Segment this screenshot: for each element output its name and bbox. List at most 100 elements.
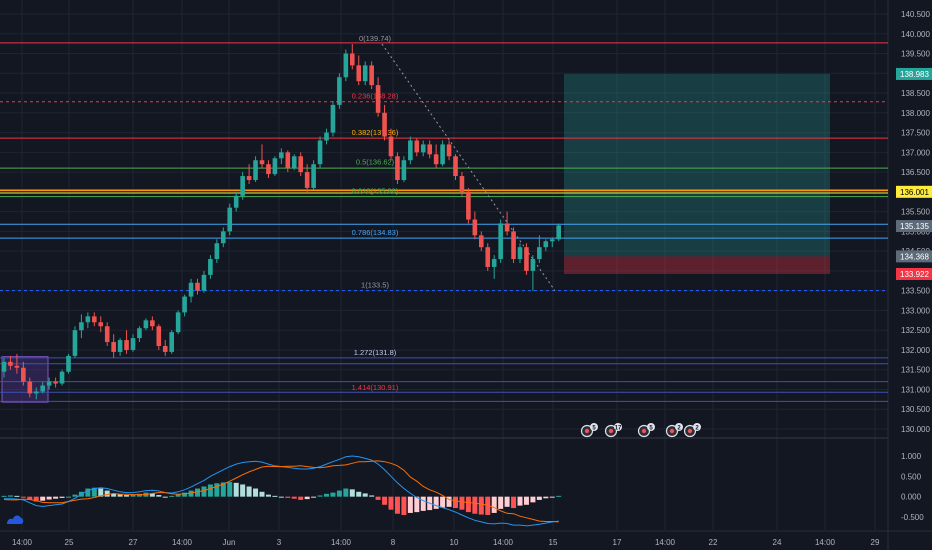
time-tick-label: 25 bbox=[65, 538, 74, 547]
macd-histogram-bar bbox=[478, 496, 484, 515]
macd-histogram-bar bbox=[440, 496, 446, 508]
macd-histogram-bar bbox=[498, 496, 504, 509]
candle-body bbox=[1, 361, 7, 372]
time-tick-label: 27 bbox=[129, 538, 138, 547]
macd-tick-label: -0.500 bbox=[901, 513, 924, 522]
price-label: 135.135 bbox=[900, 222, 929, 231]
candle-body bbox=[21, 367, 26, 382]
macd-histogram-bar bbox=[162, 496, 168, 498]
price-tick-label: 140.500 bbox=[901, 10, 930, 19]
macd-histogram-bar bbox=[369, 495, 375, 497]
candle-body bbox=[98, 322, 104, 327]
event-badge-count-bg bbox=[590, 423, 598, 431]
time-tick-label: 14:00 bbox=[331, 538, 352, 547]
fib-level-label: 0.382(137.36) bbox=[352, 128, 399, 137]
macd-histogram-bar bbox=[407, 496, 413, 513]
event-badge[interactable]: 5 bbox=[637, 423, 656, 438]
candle-body bbox=[33, 391, 39, 394]
candle-body bbox=[511, 231, 516, 260]
event-badge-flag bbox=[669, 428, 675, 434]
event-badge[interactable]: 17 bbox=[604, 423, 623, 438]
macd-histogram-bar bbox=[343, 488, 349, 497]
macd-histogram-bar bbox=[453, 496, 458, 509]
candle-body bbox=[549, 239, 555, 242]
macd-histogram-bar bbox=[201, 486, 207, 497]
macd-histogram-bar bbox=[272, 495, 278, 497]
price-tick-label: 130.000 bbox=[901, 425, 930, 434]
macd-histogram-bar bbox=[14, 495, 20, 497]
time-tick-label: 14:00 bbox=[172, 538, 193, 547]
horizontal-levels bbox=[0, 42, 888, 402]
price-label-bg bbox=[896, 220, 932, 233]
candle-body bbox=[485, 247, 491, 267]
macd-pane bbox=[1, 455, 562, 527]
macd-histogram-bar bbox=[85, 488, 91, 497]
candle-body bbox=[369, 65, 374, 86]
candle-body bbox=[311, 164, 316, 188]
time-tick-label: 14:00 bbox=[493, 538, 514, 547]
fib-level-label: 0.5(136.62) bbox=[356, 157, 395, 166]
candle-body bbox=[195, 282, 200, 291]
event-badge[interactable]: 2 bbox=[683, 423, 702, 438]
macd-histogram-bar bbox=[285, 496, 291, 498]
candle-body bbox=[8, 361, 13, 366]
candle-body bbox=[317, 140, 323, 165]
macd-histogram-bar bbox=[465, 496, 471, 513]
macd-histogram-bar bbox=[20, 496, 26, 498]
candle-body bbox=[40, 385, 45, 392]
event-badge-count-bg bbox=[647, 423, 655, 431]
event-badge-flag bbox=[641, 428, 647, 434]
price-tick-label: 130.500 bbox=[901, 405, 930, 414]
time-tick-label: 22 bbox=[709, 538, 718, 547]
time-tick-label: 3 bbox=[277, 538, 282, 547]
macd-histogram-bar bbox=[517, 496, 523, 506]
macd-histogram-bar bbox=[433, 496, 439, 509]
candle-body bbox=[124, 340, 129, 350]
candle-body bbox=[556, 225, 561, 240]
time-axis[interactable]: 14:00 25 27 14:00 Jun 3 14:00 8 10 14:00 15 17 14:00… bbox=[12, 538, 880, 547]
candle-body bbox=[246, 176, 252, 180]
time-tick-label: 24 bbox=[773, 538, 782, 547]
macd-histogram-bar bbox=[349, 489, 355, 497]
candle-body bbox=[266, 164, 271, 175]
candle-body bbox=[330, 104, 336, 133]
price-tick-label: 135.500 bbox=[901, 208, 930, 217]
event-badge[interactable]: 2 bbox=[665, 423, 684, 438]
event-badge[interactable]: 5 bbox=[580, 423, 599, 438]
candle-body bbox=[59, 371, 65, 384]
candle-body bbox=[259, 160, 265, 165]
macd-histogram-bar bbox=[66, 496, 71, 498]
macd-histogram-bar bbox=[46, 496, 52, 500]
macd-histogram-bar bbox=[362, 493, 368, 497]
macd-histogram-bar bbox=[459, 496, 465, 510]
price-tick-label: 136.500 bbox=[901, 168, 930, 177]
candle-body bbox=[66, 355, 71, 372]
candle-body bbox=[414, 140, 420, 153]
macd-histogram-bar bbox=[504, 496, 510, 507]
candle-body bbox=[543, 241, 549, 248]
time-tick-label: 17 bbox=[613, 538, 622, 547]
macd-histogram-bar bbox=[233, 482, 239, 497]
candle-body bbox=[388, 136, 394, 157]
candle-body bbox=[459, 176, 465, 192]
price-tick-label: 137.000 bbox=[901, 148, 930, 157]
time-tick-label: 8 bbox=[391, 538, 396, 547]
price-tick-label: 139.500 bbox=[901, 50, 930, 59]
macd-histogram-bar bbox=[40, 496, 46, 501]
price-tick-label: 131.000 bbox=[901, 385, 930, 394]
candle-body bbox=[440, 144, 445, 165]
price-label-bg bbox=[896, 67, 932, 80]
position-target-zone bbox=[564, 73, 830, 257]
tradingview-logo-icon[interactable] bbox=[5, 512, 25, 526]
candle-body bbox=[491, 259, 497, 267]
macd-histogram-bar bbox=[382, 496, 388, 505]
candle-body bbox=[291, 156, 297, 169]
event-badge-count: 2 bbox=[695, 426, 699, 432]
fib-level-label: 1(133.5) bbox=[361, 281, 389, 290]
event-badges[interactable]: 5 17 5 2 2 bbox=[580, 423, 702, 438]
price-label-bg bbox=[896, 267, 932, 280]
macd-histogram-bar bbox=[130, 494, 136, 497]
price-axis[interactable]: 140.500140.000139.500139.000138.500138.0… bbox=[896, 10, 932, 522]
macd-histogram-bar bbox=[175, 494, 181, 497]
